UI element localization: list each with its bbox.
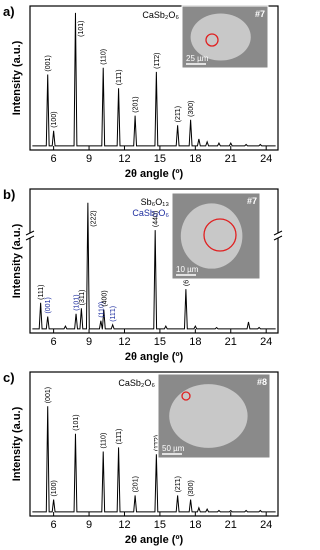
axis-break — [25, 230, 35, 236]
axis-break — [25, 235, 35, 241]
x-tick-label: 18 — [189, 519, 201, 531]
x-tick-label: 12 — [118, 153, 130, 165]
peak-label: (11̄1) — [116, 69, 123, 85]
peak-label: (101) — [78, 21, 85, 37]
y-axis-label: Intensity (a.u.) — [11, 223, 23, 298]
scale-bar-label: 50 µm — [162, 444, 185, 453]
scale-bar-label: 10 µm — [176, 265, 199, 274]
peak-label: (001) — [45, 387, 52, 403]
phase-label: CaSb₂O₆ — [118, 378, 155, 388]
peak-label: (300) — [188, 480, 195, 496]
x-tick-label: 6 — [51, 336, 57, 348]
x-tick-label: 24 — [260, 153, 272, 165]
y-axis-label: Intensity (a.u.) — [11, 40, 23, 115]
phase-label: Sb₆O₁₃ — [141, 197, 170, 207]
x-tick-label: 18 — [189, 153, 201, 165]
spectrum-line — [32, 202, 276, 330]
panel: 6 9 12 15 18 21 24 2θ angle (º) Intensity (a.u.)… — [3, 370, 279, 546]
x-tick-label: 12 — [118, 519, 130, 531]
peak-label: (111) — [38, 285, 45, 300]
x-tick-label: 24 — [260, 519, 272, 531]
panel: 6 9 12 15 18 21 24 2θ angle (º) Intensity (a.u.)… — [3, 4, 279, 180]
inset-marker — [203, 218, 237, 252]
peak-label: (110) — [101, 433, 108, 449]
x-tick-label: 6 — [51, 153, 57, 165]
x-axis-label: 2θ angle (º) — [125, 168, 184, 180]
inset-grain — [169, 384, 248, 448]
x-tick-label: 21 — [225, 336, 237, 348]
peak-label: (300) — [188, 100, 195, 116]
axis-break — [273, 235, 283, 241]
x-tick-label: 21 — [225, 519, 237, 531]
x-tick-label: 24 — [260, 336, 272, 348]
x-axis-label: 2θ angle (º) — [125, 534, 184, 546]
x-tick-label: 12 — [118, 336, 130, 348]
x-tick-label: 15 — [154, 153, 166, 165]
spectrum-line — [32, 406, 276, 513]
inset-grain — [190, 13, 251, 61]
axis-break — [273, 230, 283, 236]
scale-bar-label: 25 µm — [186, 54, 209, 63]
inset-label: #8 — [257, 377, 267, 387]
plot-frame — [29, 5, 279, 151]
inset-marker — [181, 391, 191, 401]
peak-label: (201) — [133, 476, 140, 492]
x-tick-label: 6 — [51, 519, 57, 531]
inset-marker — [205, 33, 219, 47]
panel-label: c) — [3, 370, 15, 385]
x-tick-label: 21 — [225, 153, 237, 165]
phase-label: CaSb₂O₆ — [132, 208, 169, 218]
panel: 6 9 12 15 18 21 24 2θ angle (º) Intensity (a.u.)… — [3, 187, 283, 363]
plot-frame — [29, 371, 279, 517]
panel-label: a) — [3, 4, 15, 19]
figure: 6 9 12 15 18 21 24 2θ angle (º) Intensity (a.u.)… — [3, 4, 283, 546]
peak-label: (21̄1) — [175, 106, 182, 122]
inset-label: #7 — [255, 9, 265, 19]
peak-label: (11̄1) — [116, 429, 123, 445]
peak-label: (101) — [74, 294, 81, 310]
peak-label: (1̄1̄2) — [154, 435, 161, 451]
x-axis-label: 2θ angle (º) — [125, 351, 184, 363]
x-tick-label: 15 — [154, 336, 166, 348]
peak-label: (001) — [45, 55, 52, 71]
peak-label: (222) — [90, 210, 97, 226]
inset-grain — [180, 203, 243, 269]
peak-label: (311) — [79, 289, 86, 305]
peak-label: (110) — [98, 302, 105, 318]
peak-label: (100) — [51, 480, 58, 496]
x-tick-label: 9 — [86, 519, 92, 531]
peak-label: (110) — [101, 49, 108, 65]
peak-label: (201) — [133, 96, 140, 112]
axis-break-gap — [26, 233, 34, 238]
y-axis-label: Intensity (a.u.) — [11, 406, 23, 481]
x-tick-label: 15 — [154, 519, 166, 531]
inset-label: #7 — [247, 196, 257, 206]
peak-label: (21̄1) — [175, 476, 182, 492]
axis-break-gap — [274, 233, 282, 238]
x-tick-label: 9 — [86, 336, 92, 348]
phase-label: CaSb₂O₆ — [142, 10, 179, 20]
peak-label: (001) — [45, 297, 52, 313]
peak-label: (11̄1) — [110, 306, 117, 322]
peak-label: (440) — [153, 211, 160, 227]
peak-label: (1̄1̄2) — [154, 52, 161, 68]
spectrum-line — [32, 12, 276, 147]
plot-frame — [29, 188, 279, 334]
panel-label: b) — [3, 187, 15, 202]
x-tick-label: 18 — [189, 336, 201, 348]
peak-label: (400) — [101, 290, 108, 306]
peak-label: (101) — [73, 414, 80, 430]
x-tick-label: 9 — [86, 153, 92, 165]
peak-label: (100) — [51, 111, 58, 127]
